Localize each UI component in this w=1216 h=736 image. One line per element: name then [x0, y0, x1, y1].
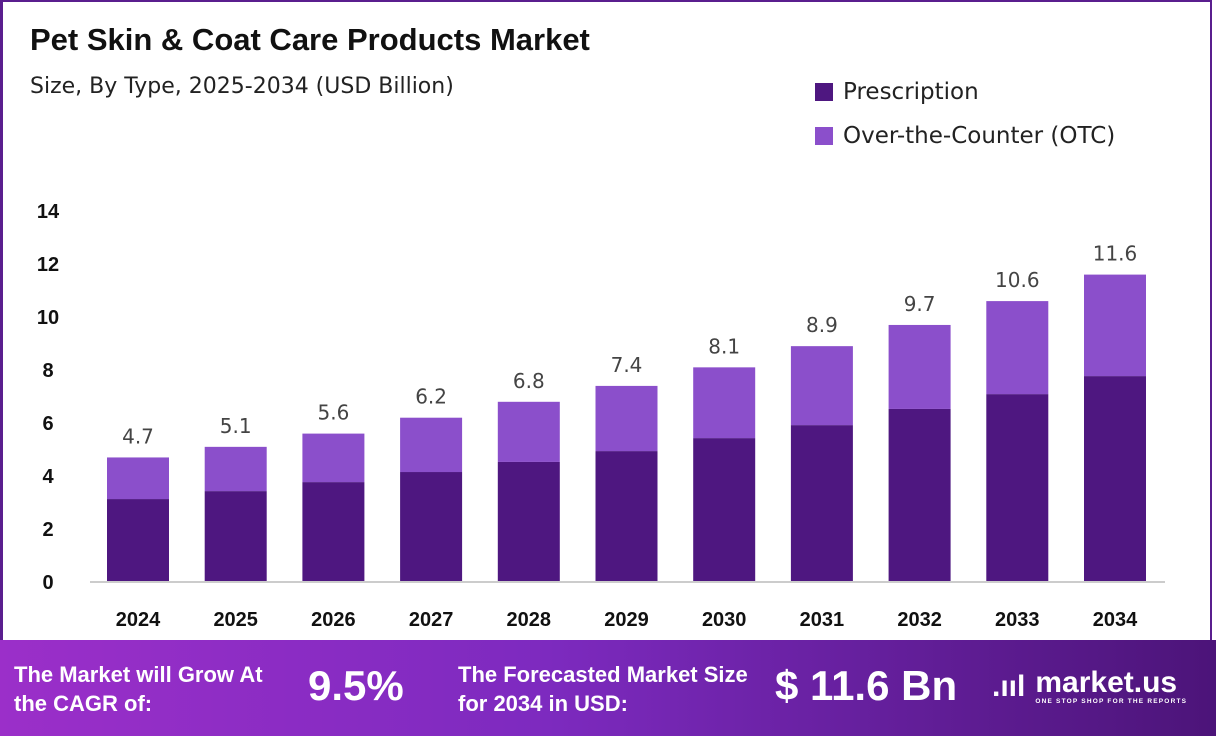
bar-prescription: [693, 438, 756, 582]
chart-title: Pet Skin & Coat Care Products Market: [30, 22, 590, 57]
y-tick-label: 4: [42, 466, 54, 488]
data-label: 10.6: [995, 268, 1040, 292]
data-label: 9.7: [904, 292, 936, 316]
x-tick-label: 2028: [507, 609, 552, 631]
bar-prescription: [400, 472, 463, 582]
bar-prescription: [595, 451, 658, 582]
cagr-value: 9.5%: [308, 662, 404, 709]
bar-otc: [107, 457, 169, 500]
x-tick-label: 2031: [800, 609, 845, 631]
legend-item-prescription: Prescription: [815, 70, 1115, 114]
logo-icon: .ııl: [992, 669, 1026, 703]
bar-otc: [400, 417, 463, 473]
bar-prescription: [107, 499, 169, 582]
legend-label: Prescription: [843, 79, 979, 105]
bar-otc: [497, 401, 560, 462]
bar-otc: [693, 367, 756, 439]
bar-otc: [595, 385, 658, 452]
y-tick-label: 0: [42, 572, 53, 594]
data-label: 8.9: [806, 313, 838, 337]
logo-tagline: ONE STOP SHOP FOR THE REPORTS: [1035, 698, 1188, 705]
chart-subtitle: Size, By Type, 2025-2034 (USD Billion): [30, 74, 454, 99]
y-tick-label: 10: [37, 307, 59, 329]
bar-chart: 0 2 4 6 8 10 12 14 4.7 2024 5.1 2025 5.6 2026 6.2 2027 6…: [37, 201, 1165, 631]
legend-item-otc: Over-the-Counter (OTC): [815, 114, 1115, 158]
x-tick-label: 2032: [897, 609, 942, 631]
legend-swatch: [815, 127, 833, 145]
y-tick-label: 8: [42, 360, 53, 382]
x-tick-label: 2024: [116, 609, 161, 631]
x-tick-label: 2027: [409, 609, 454, 631]
legend: Prescription Over-the-Counter (OTC): [815, 70, 1115, 158]
data-label: 6.8: [513, 369, 545, 393]
x-tick-label: 2033: [995, 609, 1040, 631]
logo-name: market.us: [1035, 666, 1178, 699]
data-label: 6.2: [415, 385, 447, 409]
x-tick-label: 2034: [1093, 609, 1138, 631]
forecast-label: The Forecasted Market Size for 2034 in U…: [458, 662, 748, 716]
data-label: 8.1: [708, 334, 740, 358]
y-tick-label: 2: [42, 519, 53, 541]
bar-otc: [888, 324, 951, 409]
bar-prescription: [986, 394, 1049, 582]
x-tick-label: 2030: [702, 609, 747, 631]
x-tick-label: 2026: [311, 609, 356, 631]
y-tick-label: 6: [42, 413, 53, 435]
legend-label: Over-the-Counter (OTC): [843, 123, 1116, 149]
y-tick-label: 14: [37, 201, 60, 223]
cagr-label: The Market will Grow At the CAGR of:: [14, 662, 263, 716]
data-label: 4.7: [122, 424, 154, 448]
bar-otc: [986, 301, 1049, 395]
legend-swatch: [815, 83, 833, 101]
data-label: 5.6: [317, 401, 349, 425]
bar-prescription: [497, 461, 560, 582]
footer-banner: The Market will Grow At the CAGR of: 9.5…: [0, 640, 1216, 736]
forecast-value: $ 11.6 Bn: [775, 662, 958, 709]
data-label: 11.6: [1093, 242, 1138, 266]
bar-prescription: [302, 482, 365, 582]
bar-prescription: [888, 408, 951, 582]
bar-otc: [302, 433, 365, 483]
x-tick-label: 2025: [213, 609, 258, 631]
bar-otc: [1084, 274, 1146, 377]
chart-frame: [0, 0, 1212, 640]
bar-prescription: [1084, 376, 1146, 582]
y-tick-label: 12: [37, 254, 59, 276]
data-label: 7.4: [611, 353, 643, 377]
data-label: 5.1: [220, 414, 252, 438]
x-tick-label: 2029: [604, 609, 649, 631]
bar-prescription: [204, 491, 267, 582]
bar-otc: [204, 446, 267, 492]
market-us-logo: .ııl market.us ONE STOP SHOP FOR THE REP…: [992, 666, 1188, 706]
bar-prescription: [790, 425, 853, 582]
bar-otc: [790, 346, 853, 426]
